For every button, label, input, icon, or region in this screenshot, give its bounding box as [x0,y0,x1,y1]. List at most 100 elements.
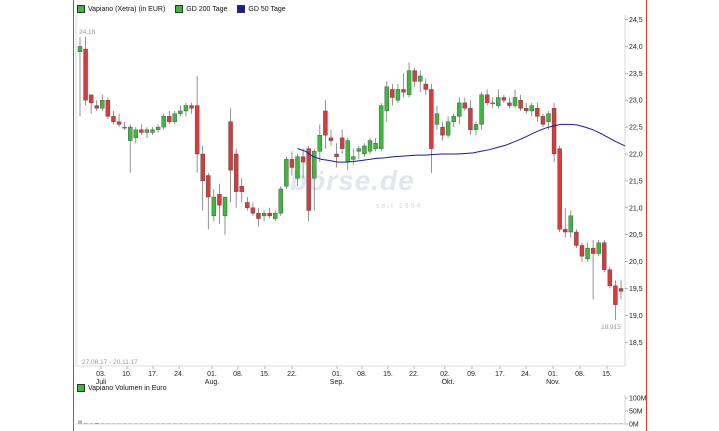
x-tick-label: 24. [521,371,531,378]
low-annotation: 18,915 [601,324,621,331]
volume-bar [250,423,255,424]
candle-body [172,113,178,122]
candle-body [429,89,434,149]
volume-bar [557,423,562,424]
volume-bar [211,423,216,424]
volume-bar [596,423,601,424]
candle-body [518,99,523,109]
candle-body [418,75,423,82]
right-border [646,0,647,431]
candle-body [585,247,590,260]
volume-bar [139,423,144,424]
volume-y-tick-label: 100M [629,396,647,403]
legend-item-price[interactable]: Vapiano (Xetra) (in EUR) [77,5,165,13]
candle-body [490,102,495,105]
candle-body [250,207,256,214]
candle-body [334,153,339,157]
candle-body [412,70,417,82]
candle-body [367,140,373,152]
candle-body [468,108,473,130]
x-tick-label: 03. [96,371,106,378]
price-y-tick-label: 23,0 [629,98,643,105]
left-border [73,0,74,431]
volume-bar [423,423,428,424]
volume-legend: Vapiano Volumen in Euro [77,384,166,392]
volume-bar [267,423,272,424]
candle-body [540,116,546,125]
volume-bar [585,423,590,424]
candle-body [523,108,529,112]
candle-body [306,148,311,211]
volume-bar [223,423,228,424]
volume-bar [574,423,579,424]
volume-bar [234,423,239,424]
month-label: Aug. [205,379,219,386]
volume-bar [334,423,339,424]
candle-body [451,116,456,122]
candle-body [144,129,150,133]
candle-body [384,86,389,112]
volume-bar [167,423,172,424]
candle-body [546,113,551,122]
x-tick-label: 17. [148,371,158,378]
volume-bar [150,423,155,424]
volume-bar [340,423,345,424]
volume-bar [323,423,328,424]
candle-body [239,186,244,192]
month-label: Sep. [330,379,344,386]
price-y-tick-label: 21,5 [629,178,643,185]
candle-body [395,89,401,101]
price-y-tick-label: 19,5 [629,286,643,293]
candle-body [457,102,462,117]
candle-body [351,156,356,160]
candle-body [100,99,105,109]
candle-body [317,134,323,152]
month-label: Okt. [442,379,455,386]
volume-bar [485,423,490,424]
candle-body [272,212,278,219]
candle-body [217,194,222,206]
price-y-tick-label: 19,0 [629,313,643,320]
volume-y-tick-label: 0M [629,422,639,429]
volume-bar [401,423,406,424]
volume-bar [390,423,395,424]
volume-bar [328,423,333,424]
legend-swatch-price [77,5,85,13]
candle-body [122,126,127,129]
volume-bar [356,423,361,424]
watermark-subtitle: seit 1994 [376,203,423,210]
candle-body [105,99,111,117]
legend-item-gd200[interactable]: GD 200 Tage [175,5,227,13]
volume-bar [206,423,211,424]
x-tick-label: 15. [383,371,393,378]
candle-body [261,212,267,217]
price-y-tick-label: 22,0 [629,152,643,159]
volume-legend-swatch [77,384,85,392]
candle-body [529,105,534,112]
legend-item-gd50[interactable]: GD 50 Tage [237,5,286,13]
price-y-tick-label: 24,0 [629,44,643,51]
candle-body [390,89,395,98]
candle-body [496,97,501,106]
volume-bar [518,423,523,424]
volume-bar [122,423,127,424]
volume-bar [490,423,495,424]
volume-bar [546,423,551,424]
volume-bar [183,423,188,424]
x-tick-label: 01. [207,371,217,378]
volume-bar [77,420,83,424]
volume-bar [501,423,506,424]
x-tick-label: 02. [440,371,450,378]
volume-bar [529,423,534,424]
candle-body [535,108,540,117]
volume-bar [418,423,423,424]
volume-bar [83,422,88,424]
price-y-tick-label: 20,0 [629,259,643,266]
candle-body [339,137,345,149]
volume-bar [89,423,94,424]
x-tick-label: 01. [548,371,558,378]
volume-bar [507,423,512,424]
legend-label-gd200: GD 200 Tage [186,5,228,13]
volume-bar [479,423,484,424]
candle-body [206,175,211,198]
